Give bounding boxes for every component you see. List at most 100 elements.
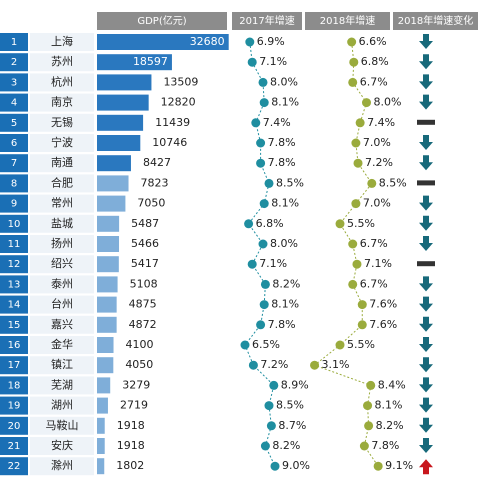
rank-box: [0, 154, 28, 173]
rank: 17: [8, 360, 21, 371]
city: 南京: [51, 95, 73, 109]
bar: [97, 54, 172, 71]
growth-label: 7.8%: [371, 439, 399, 452]
change-down: [419, 438, 433, 453]
rank: 12: [8, 259, 21, 270]
growth-dot: [310, 360, 320, 370]
growth-label: 8.5%: [276, 176, 304, 189]
rank: 21: [8, 441, 21, 452]
growth-label: 7.2%: [365, 156, 393, 169]
growth-label: 6.9%: [257, 35, 285, 48]
growth-label: 8.4%: [378, 378, 406, 391]
city: 盐城: [51, 217, 73, 230]
city-box: [30, 33, 94, 51]
rank: 10: [8, 219, 21, 230]
change-down: [419, 215, 433, 231]
growth-label: 7.1%: [259, 55, 287, 68]
change-flat: [417, 119, 435, 125]
growth-label: 6.6%: [359, 35, 387, 48]
growth-label: 6.8%: [256, 217, 284, 230]
rank: 13: [8, 279, 21, 290]
change-down: [419, 236, 433, 251]
growth-label: 8.2%: [272, 277, 300, 290]
growth-dot: [258, 77, 268, 87]
growth-label: 8.5%: [276, 399, 304, 412]
bar-value: 13509: [163, 75, 198, 88]
city-box: [30, 295, 94, 314]
rank: 4: [11, 98, 17, 109]
city-box: [30, 53, 94, 72]
change-down: [419, 296, 433, 312]
rank: 5: [11, 118, 17, 129]
bar: [97, 155, 131, 172]
growth-dot: [347, 37, 357, 47]
rank-box: [0, 416, 28, 435]
growth-label: 8.1%: [271, 298, 299, 311]
growth-dot: [359, 441, 369, 451]
growth-label: 7.8%: [268, 136, 296, 149]
growth-dot: [247, 259, 257, 269]
change-down: [419, 54, 433, 70]
rank: 11: [8, 239, 21, 250]
growth-label: 8.2%: [272, 439, 300, 452]
city: 金华: [51, 337, 73, 351]
growth-label: 7.0%: [363, 197, 391, 210]
city-box: [30, 416, 94, 435]
header-box: [232, 12, 302, 30]
growth-dot: [367, 178, 377, 188]
growth-dot: [348, 239, 358, 249]
rank: 22: [8, 461, 21, 472]
city: 常州: [51, 197, 73, 210]
growth-dot: [355, 118, 365, 128]
city: 合肥: [51, 175, 73, 189]
change-down: [419, 135, 433, 150]
bar-value: 7050: [137, 197, 165, 210]
city: 宁波: [51, 135, 73, 149]
bar: [97, 458, 105, 475]
growth-dot: [357, 320, 367, 330]
city: 杭州: [51, 74, 73, 88]
city: 滁州: [51, 458, 73, 472]
city: 绍兴: [51, 256, 73, 270]
growth-label: 7.0%: [363, 136, 391, 149]
rank: 6: [11, 138, 17, 149]
city-box: [30, 336, 94, 354]
header: GDP(亿元): [137, 14, 186, 27]
growth-dot: [363, 401, 373, 411]
bar-value: 1918: [117, 419, 145, 432]
growth-dot: [256, 138, 266, 148]
change-down: [419, 377, 433, 393]
growth-label: 7.4%: [263, 116, 291, 129]
rank-box: [0, 214, 28, 233]
city-box: [30, 376, 94, 395]
rank-box: [0, 437, 28, 455]
growth-dot: [259, 98, 269, 108]
bar-value: 12820: [161, 96, 196, 109]
growth-label: 9.1%: [385, 459, 413, 472]
growth-label: 6.5%: [252, 338, 280, 351]
city-box: [30, 437, 94, 455]
rank-box: [0, 235, 28, 253]
bar-value: 1802: [116, 459, 144, 472]
bar: [97, 34, 229, 50]
growth-dot: [248, 360, 258, 370]
bar: [97, 438, 105, 454]
growth-label: 7.6%: [369, 318, 397, 331]
rank-box: [0, 336, 28, 354]
growth-dot: [259, 199, 269, 209]
rank-box: [0, 315, 28, 334]
city: 镇江: [51, 357, 73, 371]
growth-label: 8.7%: [278, 419, 306, 432]
change-down: [419, 276, 433, 292]
rank: 18: [8, 380, 21, 391]
growth-dot: [373, 461, 383, 471]
growth-label: 6.7%: [360, 237, 388, 250]
city-box: [30, 275, 94, 294]
growth-dot: [366, 380, 376, 390]
bar-value: 4872: [129, 318, 157, 331]
growth-dot: [348, 279, 358, 289]
rank-box: [0, 376, 28, 395]
bar: [97, 135, 141, 151]
rank: 16: [8, 340, 21, 351]
city: 泰州: [51, 276, 73, 290]
